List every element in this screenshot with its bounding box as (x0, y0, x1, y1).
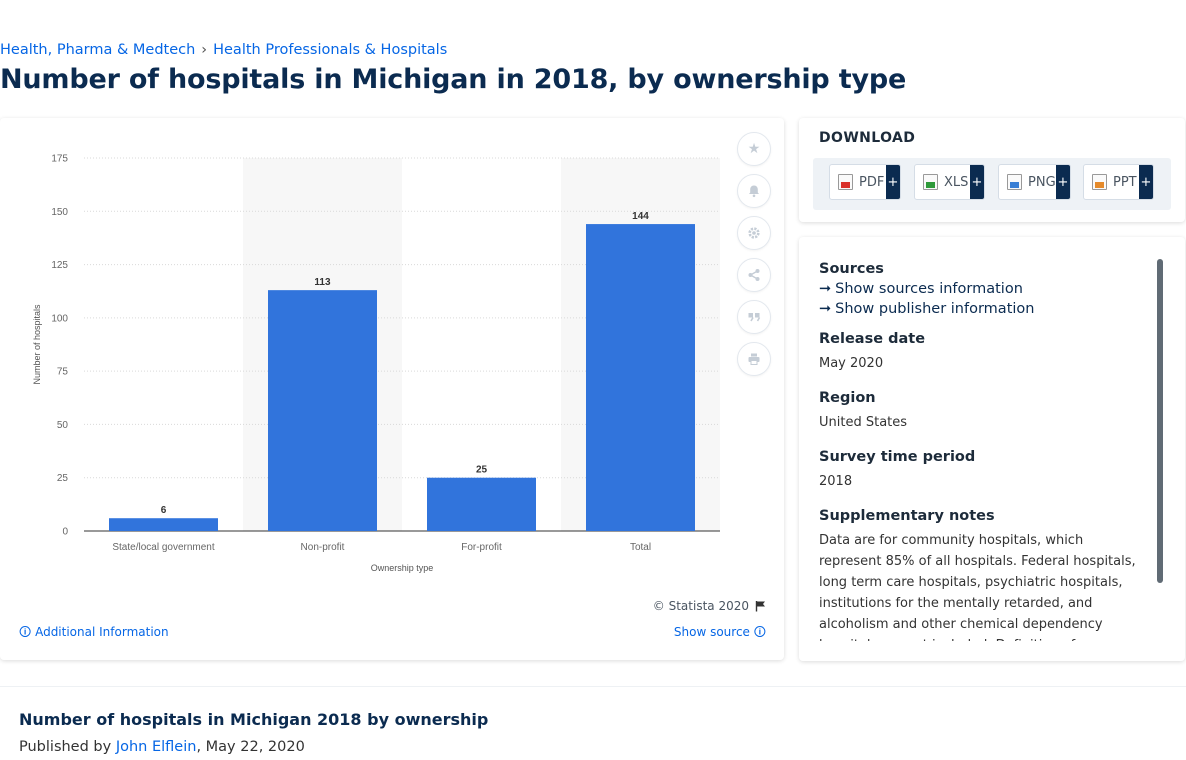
star-icon[interactable]: ★ (737, 132, 771, 166)
show-source-link[interactable]: Show source 🛈 (674, 623, 766, 644)
pdf-file-icon (838, 174, 853, 190)
scrollbar[interactable] (1157, 259, 1163, 583)
release-date-value: May 2020 (819, 356, 884, 371)
breadcrumb-separator: › (201, 42, 208, 58)
statistic-title: Number of hospitals in Michigan 2018 by … (19, 710, 489, 729)
show-source-label: Show source (673, 625, 750, 639)
bar (268, 290, 377, 531)
author-link[interactable]: John Elflein (115, 739, 197, 755)
scrollbar-thumb[interactable] (1157, 259, 1163, 583)
show-sources-link[interactable]: ➞ Show sources information (819, 281, 1143, 297)
survey-period-heading: Survey time period (819, 449, 976, 465)
x-tick-label: For-profit (461, 542, 502, 553)
divider (0, 686, 1186, 687)
statistic-details-card: Sources ➞ Show sources information ➞ Sho… (799, 237, 1185, 661)
quote-icon[interactable] (737, 300, 771, 334)
arrow-right-icon: ➞ (819, 301, 832, 317)
bar (109, 518, 218, 531)
y-tick-label: 50 (57, 420, 69, 431)
page-title: Number of hospitals in Michigan in 2018,… (0, 64, 907, 95)
download-pdf-button[interactable]: PDF + (829, 164, 901, 200)
statistic-details: Sources ➞ Show sources information ➞ Sho… (819, 261, 1143, 641)
breadcrumb: Health, Pharma & Medtech › Health Profes… (0, 42, 447, 58)
publish-date: , May 22, 2020 (196, 739, 305, 755)
bell-icon[interactable] (737, 174, 771, 208)
y-tick-label: 175 (51, 154, 68, 165)
download-png-button[interactable]: PNG + (998, 164, 1071, 200)
bar (427, 477, 536, 531)
download-png-plus[interactable]: + (1056, 165, 1070, 199)
data-label: 25 (476, 465, 488, 476)
download-ppt-label: PPT (1113, 174, 1137, 190)
y-tick-label: 0 (62, 527, 68, 538)
supplementary-notes-value: Data are for community hospitals, which … (819, 533, 1136, 641)
y-tick-label: 75 (57, 367, 69, 378)
y-tick-label: 25 (57, 473, 69, 484)
info-icon: 🛈 (19, 625, 32, 639)
download-png-label: PNG (1028, 174, 1056, 190)
copyright: © Statista 2020 (653, 599, 766, 613)
bar-chart: 0 25 50 75 100 125 150 175 6 State/local governme… (32, 154, 720, 573)
bar (586, 224, 695, 531)
download-xls-label: XLS (944, 174, 969, 190)
ppt-file-icon (1092, 174, 1107, 190)
x-tick-label: Total (630, 542, 651, 553)
download-card: DOWNLOAD PDF + XLS + PNG + PPT + (799, 118, 1185, 222)
y-axis-title: Number of hospitals (32, 304, 42, 385)
survey-period-value: 2018 (819, 474, 853, 489)
download-title: DOWNLOAD (819, 130, 916, 146)
download-ppt-button[interactable]: PPT + (1083, 164, 1154, 200)
x-axis-title: Ownership type (371, 563, 434, 573)
breadcrumb-link-hospitals[interactable]: Health Professionals & Hospitals (213, 42, 448, 58)
download-pdf-label: PDF (859, 174, 885, 190)
download-xls-button[interactable]: XLS + (914, 164, 985, 200)
show-publisher-label: Show publisher information (835, 301, 1035, 317)
region-heading: Region (819, 390, 876, 406)
download-pdf-plus[interactable]: + (886, 165, 900, 199)
flag-icon[interactable] (755, 600, 766, 612)
show-publisher-link[interactable]: ➞ Show publisher information (819, 301, 1143, 317)
png-file-icon (1007, 174, 1022, 190)
data-label: 144 (632, 211, 649, 222)
copyright-text: © Statista 2020 (652, 599, 749, 613)
show-sources-label: Show sources information (835, 281, 1023, 297)
y-tick-label: 150 (51, 207, 68, 218)
breadcrumb-link-health[interactable]: Health, Pharma & Medtech (0, 42, 196, 58)
published-by-label: Published by (19, 739, 112, 755)
chart-toolbar: ★ (737, 132, 771, 376)
download-ppt-plus[interactable]: + (1139, 165, 1153, 199)
data-label: 113 (314, 277, 331, 288)
download-buttons: PDF + XLS + PNG + PPT + (813, 158, 1171, 210)
x-tick-label: Non-profit (301, 542, 345, 553)
print-icon[interactable] (737, 342, 771, 376)
share-icon[interactable] (737, 258, 771, 292)
published-by: Published by John Elflein, May 22, 2020 (19, 739, 305, 755)
release-date-heading: Release date (819, 331, 926, 347)
x-tick-label: State/local government (112, 542, 215, 553)
region-value: United States (819, 415, 908, 430)
additional-information-label: Additional Information (35, 625, 169, 639)
y-tick-label: 125 (51, 260, 68, 271)
data-label: 6 (161, 505, 167, 516)
gear-icon[interactable] (737, 216, 771, 250)
chart-card: 0 25 50 75 100 125 150 175 6 State/local governme… (0, 118, 784, 660)
y-tick-label: 100 (51, 313, 68, 324)
additional-information-link[interactable]: 🛈 Additional Information (19, 623, 169, 644)
sources-heading: Sources (819, 261, 884, 277)
info-icon: 🛈 (753, 625, 766, 639)
download-xls-plus[interactable]: + (970, 165, 984, 199)
supplementary-notes-heading: Supplementary notes (819, 508, 995, 524)
arrow-right-icon: ➞ (819, 281, 832, 297)
xls-file-icon (923, 174, 938, 190)
